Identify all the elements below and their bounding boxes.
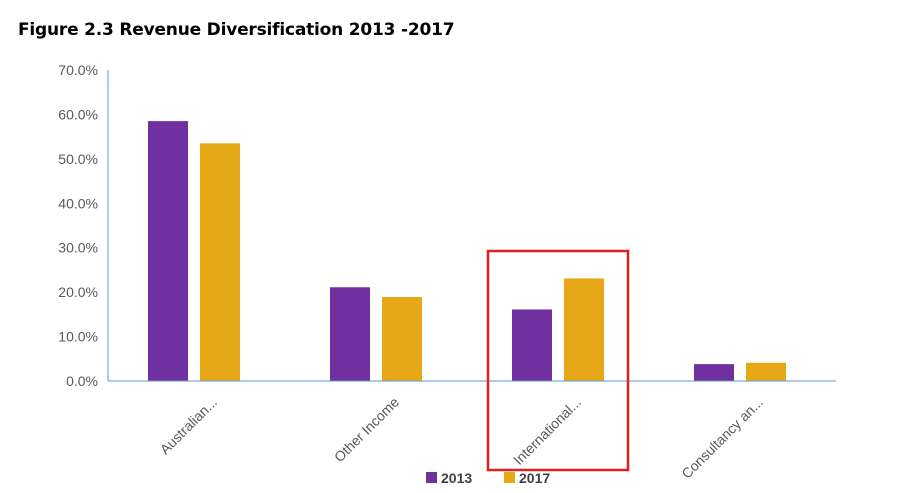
y-tick-label: 0.0% [66, 373, 98, 389]
highlight-box [486, 249, 630, 472]
legend-label-2013: 2013 [441, 470, 472, 486]
legend-label-2017: 2017 [519, 470, 550, 486]
category-label: Other Income [331, 394, 402, 465]
y-tick-label: 20.0% [58, 284, 98, 300]
y-tick-label: 10.0% [58, 329, 98, 345]
legend-swatch-2017 [504, 472, 515, 483]
y-tick-label: 60.0% [58, 106, 98, 122]
bar-2013-0 [148, 121, 188, 381]
figure-title: Figure 2.3 Revenue Diversification 2013 … [18, 20, 455, 40]
y-tick-label: 50.0% [58, 151, 98, 167]
bar-2017-1 [382, 297, 422, 381]
bar-2013-2 [512, 309, 552, 381]
y-tick-label: 30.0% [58, 240, 98, 256]
bar-group [148, 121, 786, 381]
bar-2017-3 [746, 362, 786, 381]
category-label: Consultancy an... [678, 394, 766, 482]
category-labels: Australian... Other Income International..… [157, 394, 767, 482]
bar-2017-2 [564, 278, 604, 381]
category-label: Australian... [157, 394, 221, 458]
y-axis-ticks: 0.0% 10.0% 20.0% 30.0% 40.0% 50.0% 60.0% 70.0% [58, 62, 98, 389]
bar-2017-0 [200, 143, 240, 381]
bar-2013-3 [694, 364, 734, 381]
y-tick-label: 40.0% [58, 195, 98, 211]
y-tick-label: 70.0% [58, 62, 98, 78]
legend: 2013 2017 [426, 470, 550, 486]
category-label: International... [510, 394, 584, 468]
bar-2013-1 [330, 287, 370, 381]
legend-swatch-2013 [426, 472, 437, 483]
